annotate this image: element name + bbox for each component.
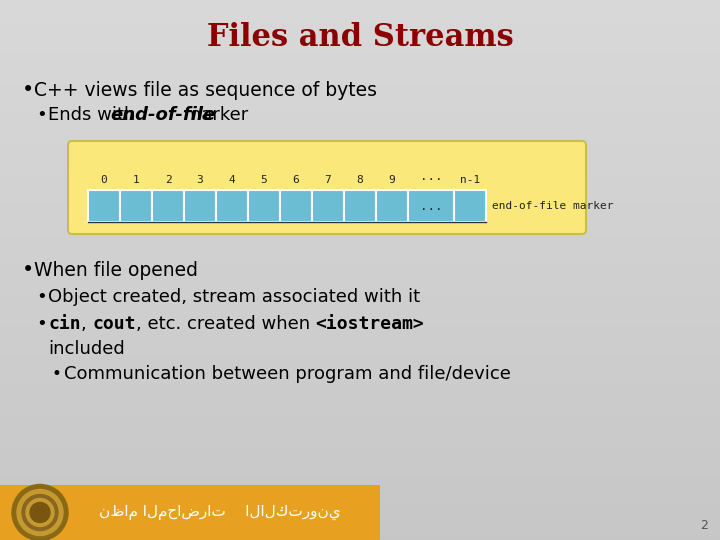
Text: 0: 0 xyxy=(101,175,107,185)
Text: n-1: n-1 xyxy=(460,175,480,185)
Text: Communication between program and file/device: Communication between program and file/d… xyxy=(64,365,511,383)
Text: •: • xyxy=(36,106,47,124)
Bar xyxy=(376,190,408,222)
Text: marker: marker xyxy=(178,106,248,124)
Text: 1: 1 xyxy=(132,175,140,185)
Bar xyxy=(184,190,216,222)
Text: •: • xyxy=(52,365,62,383)
Bar xyxy=(88,190,120,222)
Text: Files and Streams: Files and Streams xyxy=(207,23,513,53)
Bar xyxy=(408,190,454,222)
Text: cout: cout xyxy=(92,315,135,333)
Text: 2: 2 xyxy=(700,519,708,532)
Text: C++ views file as sequence of bytes: C++ views file as sequence of bytes xyxy=(34,80,377,99)
Circle shape xyxy=(17,489,63,536)
Text: Ends with: Ends with xyxy=(48,106,141,124)
Text: •: • xyxy=(36,288,47,306)
Circle shape xyxy=(30,503,50,523)
Text: ···: ··· xyxy=(420,173,442,186)
Text: end-of-file: end-of-file xyxy=(110,106,215,124)
Text: 7: 7 xyxy=(325,175,331,185)
Circle shape xyxy=(12,484,68,540)
Bar xyxy=(312,190,344,222)
Text: 2: 2 xyxy=(165,175,171,185)
Text: 8: 8 xyxy=(356,175,364,185)
Text: included: included xyxy=(48,340,125,358)
Bar xyxy=(152,190,184,222)
Text: •: • xyxy=(36,315,47,333)
Bar xyxy=(248,190,280,222)
Bar xyxy=(454,190,486,222)
Text: 5: 5 xyxy=(261,175,267,185)
Text: •: • xyxy=(22,80,35,100)
Text: نظام المحاضرات    الالكتروني: نظام المحاضرات الالكتروني xyxy=(99,505,341,520)
Bar xyxy=(120,190,152,222)
Text: 4: 4 xyxy=(229,175,235,185)
Text: Object created, stream associated with it: Object created, stream associated with i… xyxy=(48,288,420,306)
Bar xyxy=(216,190,248,222)
Circle shape xyxy=(26,498,54,526)
Text: <iostream>: <iostream> xyxy=(315,315,424,333)
Bar xyxy=(280,190,312,222)
Bar xyxy=(0,485,380,540)
Text: end-of-file marker: end-of-file marker xyxy=(492,201,613,211)
FancyBboxPatch shape xyxy=(68,141,586,234)
Text: , etc. created when: , etc. created when xyxy=(135,315,315,333)
Text: When file opened: When file opened xyxy=(34,260,198,280)
Circle shape xyxy=(22,495,58,530)
Text: ,: , xyxy=(81,315,92,333)
Text: 3: 3 xyxy=(197,175,203,185)
Text: •: • xyxy=(22,260,35,280)
Text: ...: ... xyxy=(420,199,442,213)
Text: cin: cin xyxy=(48,315,81,333)
Text: 9: 9 xyxy=(389,175,395,185)
Bar xyxy=(344,190,376,222)
Text: 6: 6 xyxy=(292,175,300,185)
